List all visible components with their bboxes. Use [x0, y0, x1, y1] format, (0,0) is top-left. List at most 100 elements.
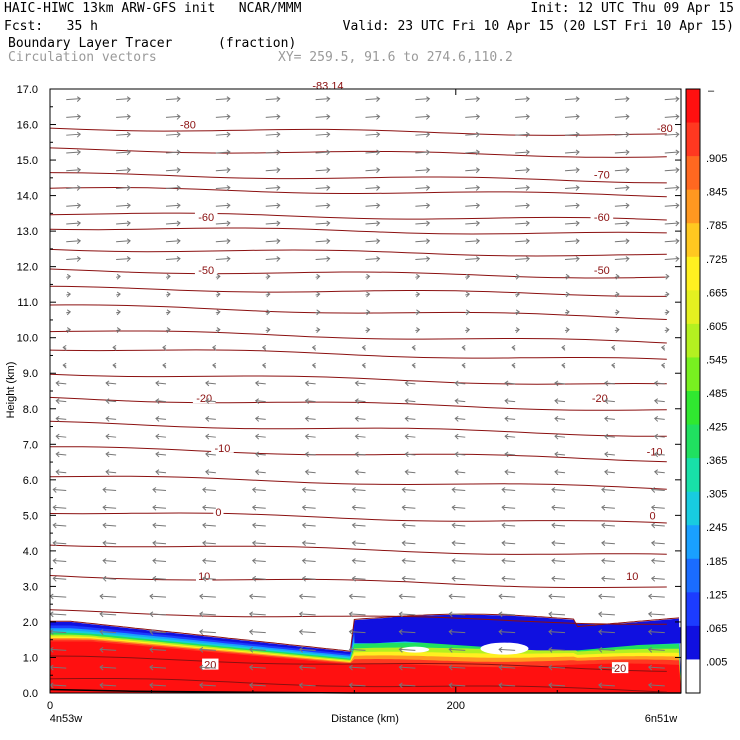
y-tick-label: 7.0: [23, 439, 38, 451]
wind-vector: [50, 648, 67, 651]
y-tick-label: 11.0: [17, 297, 38, 309]
vector-arrowhead: [105, 469, 110, 476]
vector-arrowhead: [152, 487, 157, 493]
vector-arrowhead: [176, 220, 181, 227]
wind-vector: [152, 560, 167, 563]
vector-arrowhead: [301, 504, 306, 511]
vector-arrowhead: [116, 309, 121, 316]
wind-vector: [564, 115, 580, 118]
vector-arrowhead: [426, 96, 431, 103]
wind-vector: [302, 506, 316, 509]
wind-vector: [502, 488, 516, 491]
vector-arrowhead: [475, 96, 481, 103]
plot-area: -80 -80 -70 -60 -60 -50 -50 -20 -20 -10 -10 0 0 10 10 -…: [49, 79, 681, 694]
vector-arrowhead: [251, 504, 257, 511]
wind-vector: [465, 169, 480, 172]
wind-vector: [604, 453, 615, 456]
wind-vector: [515, 240, 530, 243]
y-tick-label: 15.0: [17, 155, 38, 167]
vector-arrowhead: [276, 114, 281, 120]
wind-vector: [315, 240, 330, 243]
wind-vector: [465, 115, 480, 118]
wind-vector: [315, 222, 330, 225]
wind-vector: [614, 204, 629, 207]
vector-arrowhead: [398, 593, 403, 600]
wind-vector: [415, 222, 430, 225]
wind-vector: [66, 169, 81, 172]
vector-arrowhead: [304, 416, 309, 422]
contour-line: [49, 544, 667, 555]
y-axis-label: Height (km): [5, 362, 17, 419]
vector-arrowhead: [647, 664, 653, 671]
x-tick-label: 0: [47, 700, 53, 712]
vector-arrowhead: [465, 309, 471, 316]
wind-vector: [53, 506, 67, 509]
colorbar-label: .365: [706, 455, 727, 467]
vector-arrowhead: [675, 202, 680, 209]
contour-line: [49, 212, 667, 221]
wind-vector: [66, 133, 81, 136]
wind-vector: [499, 666, 516, 669]
wind-vector: [355, 417, 366, 420]
vector-arrowhead: [548, 646, 553, 653]
vector-arrowhead: [525, 149, 530, 156]
vector-arrowhead: [448, 682, 453, 689]
vector-arrowhead: [276, 167, 281, 174]
contour-label: -10: [647, 446, 663, 458]
wind-vector: [554, 453, 566, 456]
vector-arrowhead: [575, 96, 580, 103]
vector-arrowhead: [152, 558, 157, 564]
vector-arrowhead: [152, 522, 157, 529]
contour-label: 20: [204, 660, 216, 672]
wind-vector: [152, 577, 167, 580]
wind-vector: [50, 613, 67, 616]
wind-vector: [165, 222, 181, 225]
wind-vector: [265, 204, 280, 207]
vector-arrowhead: [76, 220, 82, 227]
vector-arrowhead: [451, 540, 456, 547]
wind-vector: [465, 222, 480, 225]
vector-arrowhead: [598, 682, 603, 689]
vector-arrowhead: [448, 646, 453, 653]
wind-vector: [215, 151, 230, 154]
wind-vector: [249, 648, 266, 651]
wind-vector: [614, 186, 629, 189]
contour-label-bg: [588, 392, 612, 404]
wind-vector: [302, 488, 316, 491]
vector-arrowhead: [376, 238, 381, 245]
vector-arrowhead: [205, 416, 210, 422]
contour-line: [49, 330, 667, 344]
vector-arrowhead: [604, 380, 609, 387]
wind-vector: [165, 240, 181, 243]
vector-arrowhead: [176, 114, 181, 120]
vector-arrowhead: [565, 327, 570, 333]
colorbar-label: .185: [706, 556, 727, 568]
vector-arrowhead: [376, 202, 381, 209]
wind-vector: [305, 417, 316, 420]
wind-vector: [601, 488, 615, 491]
wind-vector: [614, 151, 629, 154]
wind-vector: [598, 631, 615, 634]
wind-vector: [215, 98, 230, 101]
vector-arrowhead: [475, 185, 481, 191]
vector-arrowhead: [575, 202, 580, 209]
wind-vector: [664, 222, 679, 225]
wind-vector: [505, 417, 516, 420]
wind-vector: [315, 169, 330, 172]
vector-arrowhead: [416, 327, 421, 333]
vector-arrowhead: [166, 291, 171, 298]
wind-vector: [564, 222, 580, 225]
vector-arrowhead: [675, 256, 680, 262]
contour-label: 20: [614, 663, 626, 675]
vector-arrowhead: [266, 273, 271, 280]
y-tick-label: 4.0: [23, 546, 38, 558]
wind-vector: [598, 613, 615, 616]
vector-arrowhead: [501, 575, 506, 582]
vector-arrowhead: [525, 131, 530, 138]
vector-arrowhead: [216, 327, 221, 333]
vector-arrowhead: [575, 114, 580, 120]
wind-vector: [349, 631, 366, 634]
wind-vector: [100, 613, 117, 616]
wind-vector: [499, 684, 516, 687]
wind-vector: [551, 524, 566, 527]
